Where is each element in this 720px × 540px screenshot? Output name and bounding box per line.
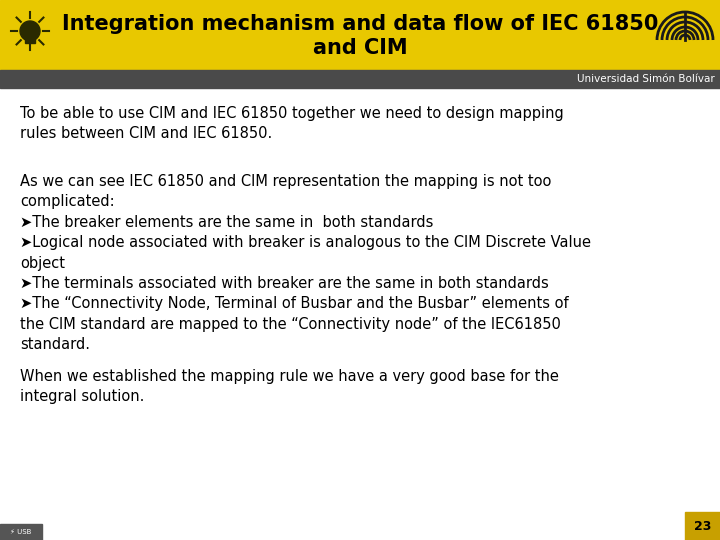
Text: When we established the mapping rule we have a very good base for the
integral s: When we established the mapping rule we … (20, 369, 559, 404)
Text: Integration mechanism and data flow of IEC 61850: Integration mechanism and data flow of I… (62, 14, 658, 34)
Text: and CIM: and CIM (312, 38, 408, 58)
Bar (685, 512, 720, 540)
Text: To be able to use CIM and IEC 61850 together we need to design mapping
rules bet: To be able to use CIM and IEC 61850 toge… (20, 106, 564, 141)
Text: ⚡ USB: ⚡ USB (10, 529, 32, 535)
Bar (0, 70, 720, 88)
Bar (0, 524, 42, 540)
Text: Universidad Simón Bolívar: Universidad Simón Bolívar (577, 74, 715, 84)
Bar (25, 35, 35, 43)
Text: 23: 23 (694, 519, 711, 532)
Circle shape (20, 21, 40, 41)
Text: As we can see IEC 61850 and CIM representation the mapping is not too
complicate: As we can see IEC 61850 and CIM represen… (20, 174, 591, 352)
Circle shape (8, 13, 52, 57)
Bar (0, 0, 720, 70)
